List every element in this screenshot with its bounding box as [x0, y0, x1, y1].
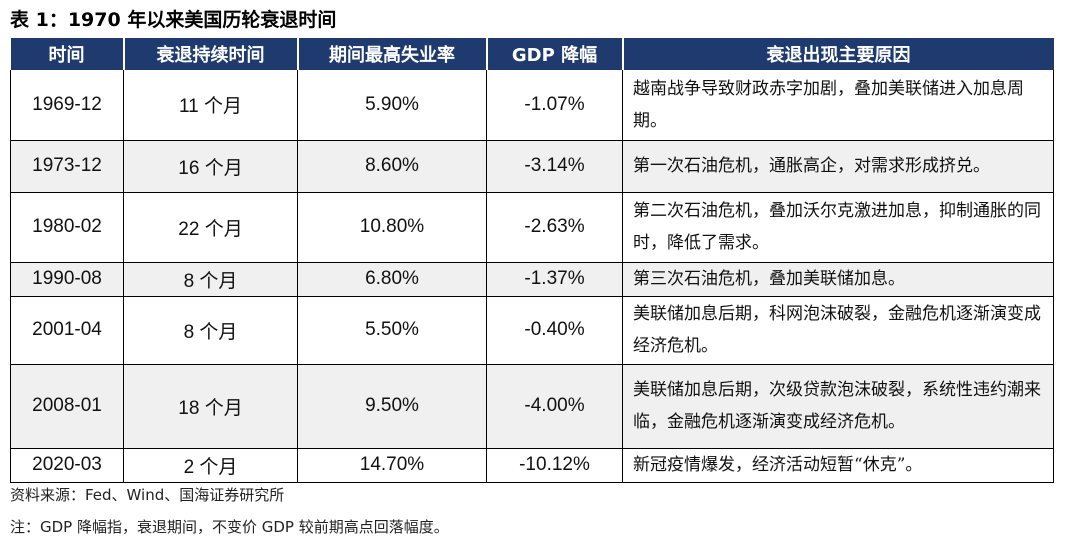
table-row: 1980-02 22 个月 10.80% -2.63% 第二次石油危机，叠加沃尔…: [10, 192, 1054, 263]
cell-reason: 新冠疫情爆发，经济活动短暂“休克”。: [622, 448, 1054, 483]
cell-duration: 22 个月: [123, 192, 298, 263]
cell-gdp: -0.40%: [486, 296, 623, 365]
table-title: 表 1：1970 年以来美国历轮衰退时间: [10, 9, 337, 31]
cell-unemployment: 14.70%: [297, 448, 487, 483]
cell-reason: 第一次石油危机，通胀高企，对需求形成挤兑。: [622, 140, 1054, 193]
header-max-unemployment: 期间最高失业率: [296, 38, 487, 70]
recession-table: 时间 衰退持续时间 期间最高失业率 GDP 降幅 衰退出现主要原因 1969-1…: [10, 38, 1054, 483]
cell-duration: 8 个月: [123, 296, 298, 365]
table-row: 1990-08 8 个月 6.80% -1.37% 第三次石油危机，叠加美联储加…: [10, 262, 1054, 297]
table-row: 2020-03 2 个月 14.70% -10.12% 新冠疫情爆发，经济活动短…: [10, 448, 1054, 483]
cell-time: 1990-08: [10, 262, 124, 297]
footnote: 注：GDP 降幅指，衰退期间，不变价 GDP 较前期高点回落幅度。: [10, 518, 449, 536]
cell-time: 1980-02: [10, 192, 124, 263]
cell-unemployment: 10.80%: [297, 192, 487, 263]
cell-reason: 美联储加息后期，科网泡沫破裂，金融危机逐渐演变成经济危机。: [622, 296, 1054, 365]
cell-unemployment: 8.60%: [297, 140, 487, 193]
header-gdp-decline: GDP 降幅: [485, 38, 623, 70]
cell-duration: 2 个月: [123, 448, 298, 483]
cell-duration: 18 个月: [123, 364, 298, 449]
cell-unemployment: 5.50%: [297, 296, 487, 365]
cell-reason: 美联储加息后期，次级贷款泡沫破裂，系统性违约潮来临，金融危机逐渐演变成经济危机。: [622, 364, 1054, 449]
table-row: 1969-12 11 个月 5.90% -1.07% 越南战争导致财政赤字加剧，…: [10, 70, 1054, 141]
cell-duration: 11 个月: [123, 70, 298, 141]
cell-reason: 第二次石油危机，叠加沃尔克激进加息，抑制通胀的同时，降低了需求。: [622, 192, 1054, 263]
cell-gdp: -1.07%: [486, 70, 623, 141]
cell-duration: 16 个月: [123, 140, 298, 193]
cell-gdp: -2.63%: [486, 192, 623, 263]
cell-gdp: -4.00%: [486, 364, 623, 449]
cell-unemployment: 6.80%: [297, 262, 487, 297]
cell-duration: 8 个月: [123, 262, 298, 297]
cell-time: 1973-12: [10, 140, 124, 193]
header-duration: 衰退持续时间: [122, 38, 298, 70]
table-header-row: 时间 衰退持续时间 期间最高失业率 GDP 降幅 衰退出现主要原因: [10, 38, 1054, 70]
cell-unemployment: 9.50%: [297, 364, 487, 449]
cell-time: 2020-03: [10, 448, 124, 483]
table-row: 2001-04 8 个月 5.50% -0.40% 美联储加息后期，科网泡沫破裂…: [10, 296, 1054, 365]
cell-gdp: -3.14%: [486, 140, 623, 193]
header-main-cause: 衰退出现主要原因: [621, 38, 1054, 70]
cell-gdp: -10.12%: [486, 448, 623, 483]
cell-time: 2008-01: [10, 364, 124, 449]
header-time: 时间: [10, 38, 124, 70]
cell-unemployment: 5.90%: [297, 70, 487, 141]
source-note: 资料来源：Fed、Wind、国海证券研究所: [10, 486, 285, 504]
table-row: 1973-12 16 个月 8.60% -3.14% 第一次石油危机，通胀高企，…: [10, 140, 1054, 193]
table-row: 2008-01 18 个月 9.50% -4.00% 美联储加息后期，次级贷款泡…: [10, 364, 1054, 449]
cell-reason: 第三次石油危机，叠加美联储加息。: [622, 262, 1054, 297]
cell-time: 2001-04: [10, 296, 124, 365]
cell-gdp: -1.37%: [486, 262, 623, 297]
cell-time: 1969-12: [10, 70, 124, 141]
cell-reason: 越南战争导致财政赤字加剧，叠加美联储进入加息周期。: [622, 70, 1054, 141]
